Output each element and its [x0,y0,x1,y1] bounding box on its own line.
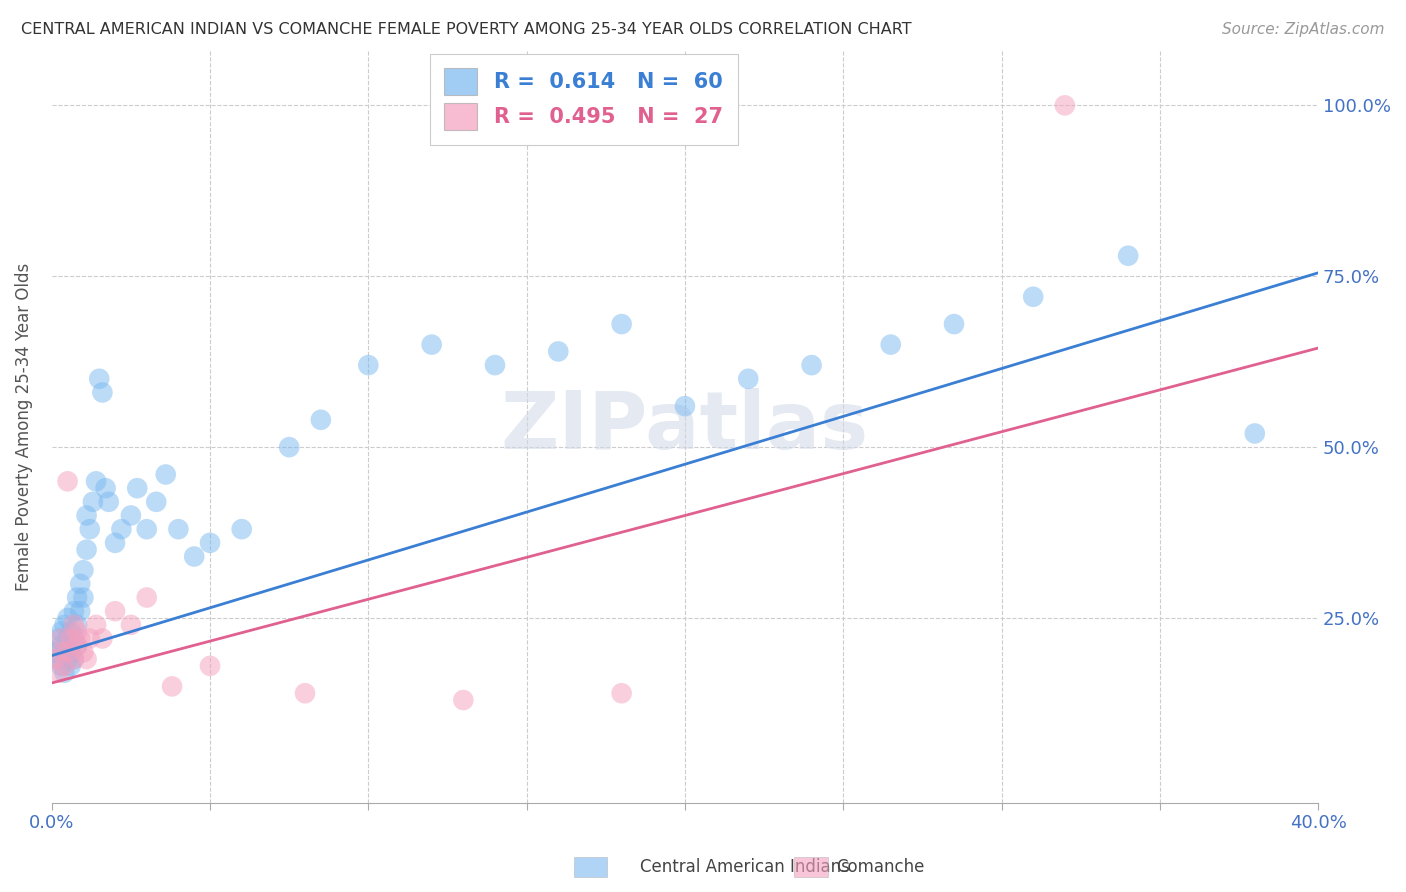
Point [44,652,66,666]
Point [453,693,475,707]
Text: Comanche: Comanche [837,858,925,876]
Point [484,358,506,372]
Text: Central American Indians: Central American Indians [640,858,849,876]
Point [56,611,79,625]
Point [66,624,89,639]
Point [56,632,79,646]
Point [69,604,91,618]
Point [420,337,443,351]
Point [72,563,94,577]
Point [46,652,69,666]
Point [72,591,94,605]
Point [53,618,76,632]
Point [63,632,86,646]
Point [63,618,86,632]
Point [1053,98,1076,112]
Text: ZIPatlas: ZIPatlas [501,388,869,466]
Point [800,358,823,372]
Point [53,665,76,680]
Point [104,604,127,618]
Point [89,372,111,386]
Point [97,495,120,509]
Point [198,659,221,673]
Point [135,522,157,536]
Point [66,618,89,632]
Point [357,358,380,372]
Point [104,536,127,550]
Point [91,632,114,646]
Point [76,542,98,557]
Point [56,475,79,489]
Point [610,686,633,700]
Point [82,495,104,509]
Text: Source: ZipAtlas.com: Source: ZipAtlas.com [1222,22,1385,37]
Point [309,413,332,427]
Point [59,624,82,639]
Point [943,317,966,331]
Point [66,591,89,605]
Y-axis label: Female Poverty Among 25-34 Year Olds: Female Poverty Among 25-34 Year Olds [15,262,32,591]
Point [294,686,316,700]
Point [56,652,79,666]
Point [84,475,107,489]
Point [53,645,76,659]
Point [51,624,73,639]
Point [127,481,149,495]
Point [278,440,301,454]
Point [63,652,86,666]
Point [63,652,86,666]
Point [737,372,759,386]
Point [63,604,86,618]
Point [84,618,107,632]
Point [46,632,69,646]
Point [1116,249,1139,263]
Point [110,522,132,536]
Point [51,659,73,673]
Point [46,665,69,680]
Point [167,522,190,536]
Point [155,467,177,482]
Point [56,645,79,659]
Point [231,522,253,536]
Point [51,632,73,646]
Point [91,385,114,400]
Text: CENTRAL AMERICAN INDIAN VS COMANCHE FEMALE POVERTY AMONG 25-34 YEAR OLDS CORRELA: CENTRAL AMERICAN INDIAN VS COMANCHE FEMA… [21,22,911,37]
Point [79,632,101,646]
Point [66,639,89,653]
Point [183,549,205,564]
Point [51,639,73,653]
Point [120,508,142,523]
Point [160,679,183,693]
Point [59,659,82,673]
Point [673,399,696,413]
Point [79,522,101,536]
Point [66,639,89,653]
Point [135,591,157,605]
Point [44,645,66,659]
Point [69,632,91,646]
Point [76,508,98,523]
Point [72,645,94,659]
Point [94,481,117,495]
Point [59,645,82,659]
Point [145,495,167,509]
Point [547,344,569,359]
Point [880,337,903,351]
Legend: R =  0.614   N =  60, R =  0.495   N =  27: R = 0.614 N = 60, R = 0.495 N = 27 [430,54,738,145]
Point [120,618,142,632]
Point [76,652,98,666]
Point [53,659,76,673]
Point [1022,290,1045,304]
Point [1243,426,1265,441]
Point [59,632,82,646]
Point [51,645,73,659]
Point [610,317,633,331]
Point [69,577,91,591]
Point [198,536,221,550]
